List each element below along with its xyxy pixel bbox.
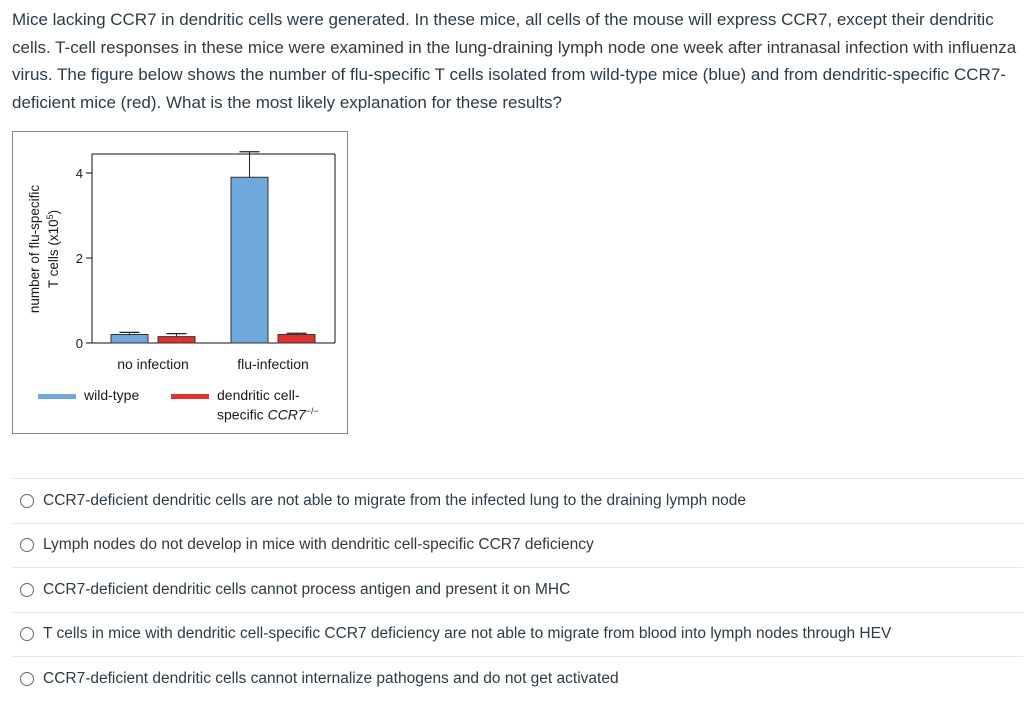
answer-option-4[interactable]: T cells in mice with dendritic cell-spec…	[12, 611, 1023, 657]
y-axis-label-sup: 5	[45, 214, 55, 219]
answer-label: CCR7-deficient dendritic cells are not a…	[43, 491, 747, 509]
legend-label-ko-sup: −/−	[305, 406, 319, 416]
answer-option-3[interactable]: CCR7-deficient dendritic cells cannot pr…	[12, 567, 1023, 612]
y-axis-label-line2: T cells (x105)	[45, 210, 61, 288]
answer-list: CCR7-deficient dendritic cells are not a…	[12, 478, 1023, 701]
legend-swatch-wild-type	[38, 394, 76, 399]
y-tick-label: 4	[76, 166, 83, 181]
radio-button[interactable]	[20, 627, 34, 642]
y-axis-label-close: )	[46, 210, 61, 215]
legend-label-wild-type: wild-type	[84, 387, 140, 403]
answer-option-1[interactable]: CCR7-deficient dendritic cells are not a…	[12, 478, 1023, 523]
question-text: Mice lacking CCR7 in dendritic cells wer…	[12, 10, 1017, 112]
legend-label-ko-line1: dendritic cell-	[217, 387, 300, 403]
radio-button[interactable]	[20, 493, 34, 508]
legend-label-ko-line2: specific	[217, 406, 268, 423]
y-axis-label-text: T cells (x10	[46, 219, 61, 288]
y-tick-label: 0	[76, 336, 83, 351]
y-axis-label-line1: number of flu-specific	[27, 185, 42, 314]
bar-wild-type-flu-infection	[230, 176, 269, 344]
y-tick-label: 2	[76, 251, 83, 266]
x-category-label: flu-infection	[237, 356, 309, 372]
answer-option-5[interactable]: CCR7-deficient dendritic cells cannot in…	[12, 656, 1023, 701]
bar-ko-no-infection	[157, 336, 196, 344]
bar-ko-flu-infection	[277, 334, 316, 344]
legend-label-ko-gene: CCR7	[267, 406, 306, 423]
radio-button[interactable]	[20, 582, 34, 597]
bar-chart-figure: 0 2 4 number of flu-specific T cells (x105) n…	[12, 131, 348, 434]
radio-button[interactable]	[20, 671, 34, 686]
answer-label: Lymph nodes do not develop in mice with …	[43, 536, 594, 554]
bar-wild-type-no-infection	[110, 334, 149, 344]
legend-swatch-ko	[171, 394, 209, 399]
answer-label: CCR7-deficient dendritic cells cannot in…	[43, 669, 619, 687]
x-category-label: no infection	[117, 356, 189, 372]
answer-label: CCR7-deficient dendritic cells cannot pr…	[43, 580, 571, 598]
answer-label: T cells in mice with dendritic cell-spec…	[43, 625, 892, 643]
legend-label-ko: dendritic cell- specific CCR7−/−	[217, 387, 319, 423]
radio-button[interactable]	[20, 538, 34, 553]
answer-option-2[interactable]: Lymph nodes do not develop in mice with …	[12, 522, 1023, 568]
